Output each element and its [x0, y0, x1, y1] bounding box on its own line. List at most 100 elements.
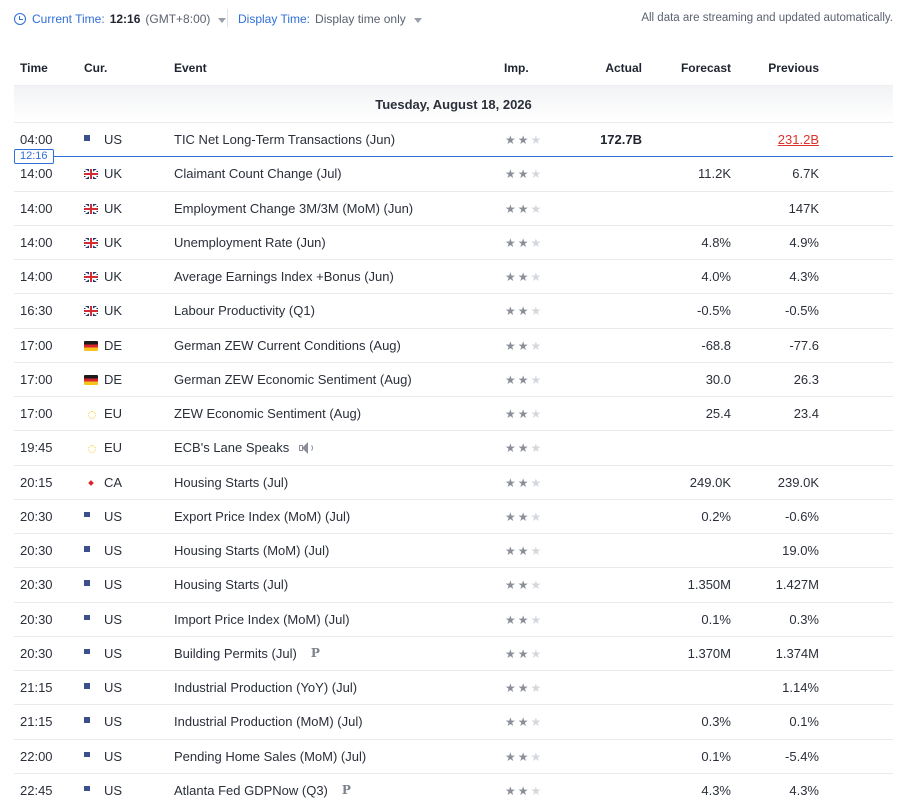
header-forecast: Forecast — [680, 61, 731, 75]
star-filled-icon: ★ — [505, 681, 516, 695]
display-time-selector[interactable]: Display Time: Display time only — [238, 12, 422, 26]
star-empty-icon: ★ — [530, 749, 542, 764]
forecast-value: 4.0% — [701, 269, 731, 284]
star-filled-icon: ★ — [517, 646, 529, 661]
star-filled-icon: ★ — [505, 304, 516, 319]
table-row[interactable]: 17:00 EU ZEW Economic Sentiment (Aug) ★ ★ ★ 25… — [14, 396, 893, 430]
event-name[interactable]: Pending Home Sales (MoM) (Jul) — [174, 749, 366, 764]
star-empty-icon: ★ — [530, 235, 542, 250]
event-name[interactable]: Unemployment Rate (Jun) — [174, 235, 326, 250]
currency-code: EU — [104, 406, 123, 421]
table-row[interactable]: 14:00 UK Unemployment Rate (Jun) ★ ★ ★ 4.8% 4.9… — [14, 224, 893, 259]
event-name[interactable]: Building Permits (Jul) P — [174, 646, 320, 661]
star-filled-icon: ★ — [517, 441, 529, 456]
currency-code: UK — [104, 200, 123, 216]
table-row[interactable]: 21:15 US Industrial Production (MoM) (Jul)… — [14, 704, 893, 738]
event-name[interactable]: German ZEW Current Conditions (Aug) — [174, 338, 401, 353]
importance-rating: ★ ★ ★ — [505, 305, 541, 317]
current-time-value: 12:16 — [109, 12, 141, 26]
event-title: Average Earnings Index +Bonus (Jun) — [174, 269, 394, 284]
table-row[interactable]: 20:30 US Building Permits (Jul) P ★ ★ ★ 1.370M 1… — [14, 635, 893, 670]
star-filled-icon: ★ — [505, 372, 516, 387]
event-time: 21:15 — [20, 714, 53, 730]
event-name[interactable]: Atlanta Fed GDPNow (Q3) P — [174, 783, 351, 798]
star-filled-icon: ★ — [505, 749, 516, 764]
forecast-value: -0.5% — [697, 303, 731, 319]
previous-value: 6.7K — [792, 166, 819, 182]
currency-code: US — [104, 680, 123, 695]
currency-code: UK — [104, 166, 123, 182]
event-title: German ZEW Economic Sentiment (Aug) — [174, 371, 412, 387]
table-row[interactable]: 20:15 CA Housing Starts (Jul) ★ ★ ★ 249.0K 239.… — [14, 464, 893, 499]
star-filled-icon: ★ — [517, 509, 529, 524]
importance-rating: ★ ★ ★ — [505, 237, 541, 249]
event-title: ZEW Economic Sentiment (Aug) — [174, 406, 362, 421]
table-row[interactable]: 14:00 UK Claimant Count Change (Jul) ★ ★ ★ 11.… — [14, 156, 893, 190]
event-name[interactable]: Housing Starts (Jul) — [174, 475, 288, 490]
divider — [227, 9, 228, 27]
event-title: Housing Starts (Jul) — [174, 577, 289, 593]
event-name[interactable]: ZEW Economic Sentiment (Aug) — [174, 406, 361, 421]
header-actual: Actual — [605, 61, 642, 75]
event-title: Industrial Production (YoY) (Jul) — [174, 680, 358, 695]
previous-value: 4.3% — [789, 782, 819, 798]
currency-code: US — [104, 714, 123, 730]
star-filled-icon: ★ — [505, 509, 516, 524]
flag-uk-icon — [84, 237, 98, 248]
currency-code: US — [104, 645, 123, 661]
table-row[interactable]: 16:30 UK Labour Productivity (Q1) ★ ★ ★ -0.5% -… — [14, 293, 893, 327]
table-row[interactable]: 14:00 UK Employment Change 3M/3M (MoM) (Ju… — [14, 190, 893, 225]
event-time: 20:30 — [20, 508, 53, 524]
star-filled-icon: ★ — [517, 270, 529, 284]
star-empty-icon: ★ — [530, 407, 542, 421]
currency-code: US — [104, 508, 123, 524]
table-row[interactable]: 20:30 US Export Price Index (MoM) (Jul) ★ ★ ★… — [14, 498, 893, 533]
star-filled-icon: ★ — [517, 749, 529, 764]
table-row[interactable]: 19:45 EU ECB's Lane Speaks ★ ★ ★ — [14, 430, 893, 464]
star-empty-icon: ★ — [530, 715, 542, 730]
previous-value-revised[interactable]: 231.2B — [777, 132, 819, 147]
table-row[interactable]: 20:30 US Import Price Index (MoM) (Jul) ★ ★ ★… — [14, 601, 893, 636]
event-title: Employment Change 3M/3M (MoM) (Jun) — [174, 200, 414, 216]
previous-value: -5.4% — [785, 748, 819, 764]
event-name[interactable]: Industrial Production (YoY) (Jul) — [174, 680, 357, 695]
table-row[interactable]: 17:00 DE German ZEW Economic Sentiment (Au… — [14, 361, 893, 396]
table-row[interactable]: 20:30 US Housing Starts (MoM) (Jul) ★ ★ ★ 19.0… — [14, 533, 893, 567]
event-name[interactable]: Labour Productivity (Q1) — [174, 303, 315, 318]
table-row[interactable]: 14:00 UK Average Earnings Index +Bonus (Ju… — [14, 259, 893, 293]
previous-value: 239.0K — [777, 474, 819, 490]
star-empty-icon: ★ — [530, 372, 542, 387]
event-name[interactable]: Import Price Index (MoM) (Jul) — [174, 612, 350, 627]
table-row[interactable]: 22:00 US Pending Home Sales (MoM) (Jul) ★ ★ ★… — [14, 738, 893, 773]
table-row[interactable]: 04:00 US TIC Net Long-Term Transactions (J… — [14, 122, 893, 156]
previous-value: 0.3% — [789, 611, 819, 627]
event-name[interactable]: Claimant Count Change (Jul) — [174, 166, 342, 181]
table-row[interactable]: 21:15 US Industrial Production (YoY) (Jul)… — [14, 670, 893, 704]
forecast-value: 4.8% — [701, 234, 731, 250]
event-name[interactable]: Average Earnings Index +Bonus (Jun) — [174, 269, 394, 284]
event-name[interactable]: Industrial Production (MoM) (Jul) — [174, 714, 363, 729]
forecast-value: -68.8 — [701, 337, 731, 353]
current-time-selector[interactable]: Current Time: 12:16 (GMT+8:00) — [14, 12, 227, 26]
event-name[interactable]: Employment Change 3M/3M (MoM) (Jun) — [174, 201, 413, 216]
event-name[interactable]: German ZEW Economic Sentiment (Aug) — [174, 372, 412, 387]
event-title: Housing Starts (MoM) (Jul) — [174, 543, 330, 558]
date-group-header: Tuesday, August 18, 2026 — [14, 85, 893, 122]
currency-code: DE — [104, 337, 123, 353]
event-name[interactable]: ECB's Lane Speaks — [174, 440, 314, 455]
table-row[interactable]: 22:45 US Atlanta Fed GDPNow (Q3) P ★ ★ ★ 4.3% 4.… — [14, 772, 893, 807]
importance-rating: ★ ★ ★ — [505, 442, 541, 454]
table-row[interactable]: 20:30 US Housing Starts (Jul) ★ ★ ★ 1.350M 1.42… — [14, 567, 893, 601]
event-name[interactable]: Export Price Index (MoM) (Jul) — [174, 509, 350, 524]
star-filled-icon: ★ — [505, 407, 516, 421]
star-empty-icon: ★ — [530, 646, 542, 661]
event-name[interactable]: Housing Starts (MoM) (Jul) — [174, 543, 329, 558]
star-empty-icon: ★ — [530, 783, 542, 798]
previous-value: 19.0% — [782, 543, 819, 558]
event-name[interactable]: TIC Net Long-Term Transactions (Jun) — [174, 132, 395, 147]
table-row[interactable]: 17:00 DE German ZEW Current Conditions (Au… — [14, 327, 893, 362]
star-empty-icon: ★ — [530, 475, 542, 490]
event-title: Claimant Count Change (Jul) — [174, 166, 342, 182]
event-name[interactable]: Housing Starts (Jul) — [174, 577, 288, 592]
event-time: 14:00 — [20, 166, 53, 182]
